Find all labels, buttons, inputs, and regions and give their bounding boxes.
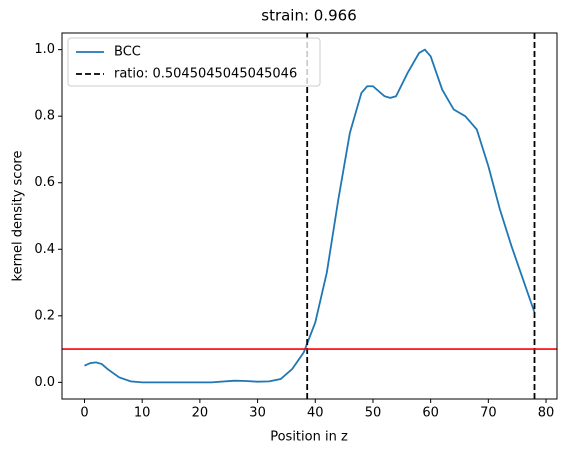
x-tick-label: 20 bbox=[192, 406, 209, 421]
x-axis-label: Position in z bbox=[270, 430, 348, 445]
x-tick-label: 50 bbox=[365, 406, 382, 421]
x-tick-label: 40 bbox=[307, 406, 324, 421]
chart-title: strain: 0.966 bbox=[261, 7, 357, 25]
y-tick-label: 0.8 bbox=[34, 109, 55, 124]
legend-label: BCC bbox=[114, 45, 141, 60]
y-tick-label: 0.2 bbox=[34, 308, 55, 323]
x-tick-label: 70 bbox=[480, 406, 497, 421]
x-tick-label: 60 bbox=[422, 406, 439, 421]
y-tick-label: 0.0 bbox=[34, 375, 55, 390]
legend-label: ratio: 0.5045045045045046 bbox=[114, 67, 297, 82]
plot-frame bbox=[61, 32, 558, 400]
y-tick-label: 0.4 bbox=[34, 242, 55, 257]
y-tick-label: 1.0 bbox=[34, 42, 55, 57]
y-axis-label: kernel density score bbox=[11, 151, 26, 282]
legend-box bbox=[67, 37, 321, 87]
x-tick-label: 80 bbox=[538, 406, 555, 421]
x-tick-label: 0 bbox=[80, 406, 88, 421]
data-line bbox=[84, 48, 536, 384]
y-tick-label: 0.6 bbox=[34, 175, 55, 190]
x-tick-label: 30 bbox=[249, 406, 266, 421]
x-tick-label: 10 bbox=[134, 406, 151, 421]
